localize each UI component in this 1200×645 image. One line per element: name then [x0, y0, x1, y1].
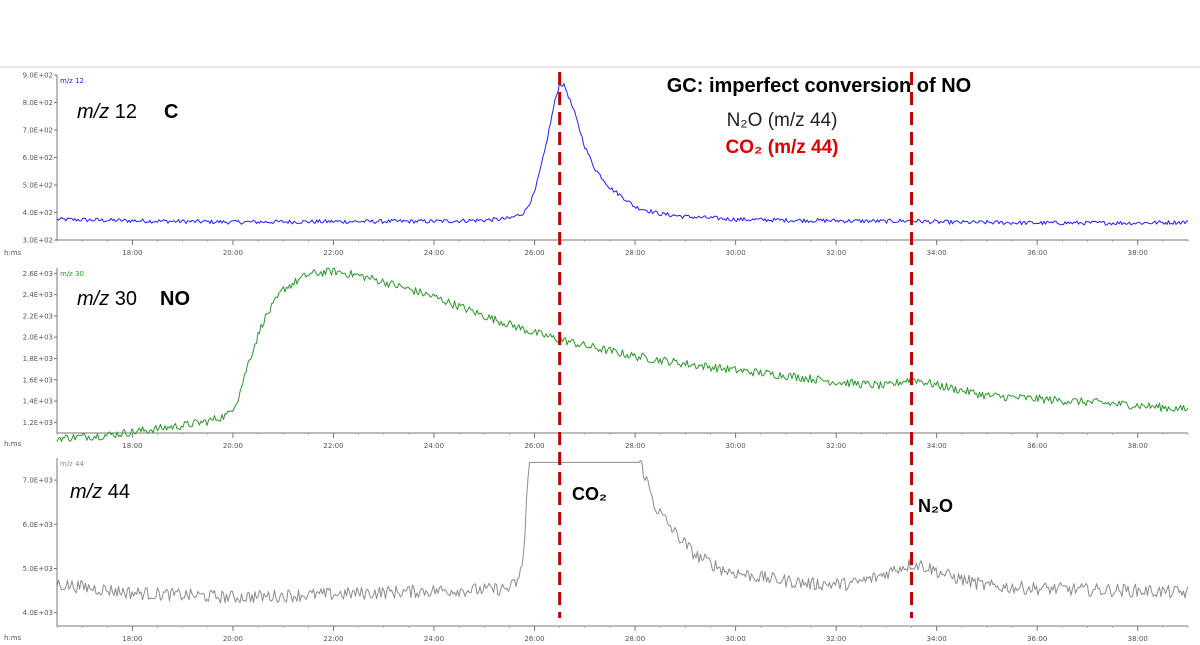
x-tick-label: 34:00	[927, 442, 947, 450]
series-tag: m/z 30	[60, 270, 84, 278]
x-tick-label: 32:00	[826, 249, 846, 257]
x-tick-label: 24:00	[424, 442, 444, 450]
x-tick-label: 36:00	[1027, 249, 1047, 257]
x-tick-label: 24:00	[424, 249, 444, 257]
x-tick-label: 32:00	[826, 442, 846, 450]
y-tick-label: 5.0E+02	[23, 182, 53, 190]
x-tick-label: 20:00	[223, 635, 243, 643]
y-tick-label: 2.6E+03	[23, 270, 53, 278]
series-tag: m/z 12	[60, 77, 84, 85]
x-tick-label: 26:00	[524, 442, 544, 450]
y-tick-label: 9.0E+02	[23, 72, 53, 80]
x-tick-label: 20:00	[223, 249, 243, 257]
series-line	[56, 267, 1189, 442]
x-tick-label: 20:00	[223, 442, 243, 450]
y-tick-label: 6.0E+02	[23, 154, 53, 162]
y-tick-label: 4.0E+03	[23, 609, 53, 617]
x-tick-label: 30:00	[726, 249, 746, 257]
n2o-peak-label: N₂O	[918, 496, 953, 516]
x-tick-label: 36:00	[1027, 635, 1047, 643]
series-line	[56, 82, 1189, 226]
panel-mz-label: m/z 44	[70, 481, 130, 503]
y-tick-label: 2.2E+03	[23, 312, 53, 320]
x-tick-label: 38:00	[1128, 442, 1148, 450]
y-tick-label: 1.6E+03	[23, 376, 53, 384]
x-tick-label: 30:00	[726, 442, 746, 450]
y-tick-label: 2.4E+03	[23, 291, 53, 299]
species-label: C	[164, 101, 178, 123]
co2-peak-label: CO₂	[572, 484, 607, 504]
y-tick-label: 1.2E+03	[23, 419, 53, 427]
panel-mz-label: m/z 30	[77, 288, 137, 310]
panel-mz-label: m/z 12	[77, 101, 137, 123]
series-tag: m/z 44	[60, 460, 85, 468]
y-tick-label: 8.0E+02	[23, 99, 53, 107]
x-tick-label: 38:00	[1128, 635, 1148, 643]
x-tick-label: 38:00	[1128, 249, 1148, 257]
x-tick-label: 34:00	[927, 635, 947, 643]
x-tick-label: 18:00	[122, 635, 142, 643]
y-tick-label: 7.0E+03	[23, 477, 53, 485]
series-line	[56, 459, 1189, 604]
y-tick-label: 6.0E+03	[23, 521, 53, 529]
x-tick-label: 28:00	[625, 442, 645, 450]
panel-2: 1.2E+03 1.4E+03 1.6E+03 1.8E+03 2.0E+03 2.2E+…	[4, 267, 1189, 450]
chart-title: GC: imperfect conversion of NO	[667, 75, 972, 97]
x-tick-label: 18:00	[122, 249, 142, 257]
y-tick-label: 3.0E+02	[23, 237, 53, 245]
x-tick-label: 26:00	[524, 249, 544, 257]
panel-3: 4.0E+03 5.0E+03 6.0E+03 7.0E+03 18:00 20:00 22…	[4, 458, 1189, 643]
y-tick-label: 1.8E+03	[23, 355, 53, 363]
time-axis-label: h:ms	[4, 634, 22, 642]
x-tick-label: 28:00	[625, 249, 645, 257]
y-tick-label: 5.0E+03	[23, 565, 53, 573]
time-axis-label: h:ms	[4, 440, 22, 448]
y-tick-label: 2.0E+03	[23, 334, 53, 342]
x-tick-label: 26:00	[524, 635, 544, 643]
x-tick-label: 28:00	[625, 635, 645, 643]
y-tick-label: 1.4E+03	[23, 398, 53, 406]
species-label: NO	[160, 288, 190, 310]
x-tick-label: 30:00	[726, 635, 746, 643]
x-tick-label: 18:00	[122, 442, 142, 450]
panel-1: 3.0E+02 4.0E+02 5.0E+02 6.0E+02 7.0E+02 8.0E+…	[4, 72, 1189, 257]
x-tick-label: 32:00	[826, 635, 846, 643]
x-tick-label: 22:00	[323, 442, 343, 450]
y-tick-label: 7.0E+02	[23, 127, 53, 135]
legend-entry-2: CO₂ (m/z 44)	[726, 137, 839, 158]
x-tick-label: 22:00	[323, 635, 343, 643]
x-tick-label: 36:00	[1027, 442, 1047, 450]
x-tick-label: 22:00	[323, 249, 343, 257]
y-tick-label: 4.0E+02	[23, 209, 53, 217]
x-tick-label: 24:00	[424, 635, 444, 643]
legend-entry-1: N₂O (m/z 44)	[727, 110, 838, 131]
x-tick-label: 34:00	[927, 249, 947, 257]
time-axis-label: h:ms	[4, 249, 22, 257]
